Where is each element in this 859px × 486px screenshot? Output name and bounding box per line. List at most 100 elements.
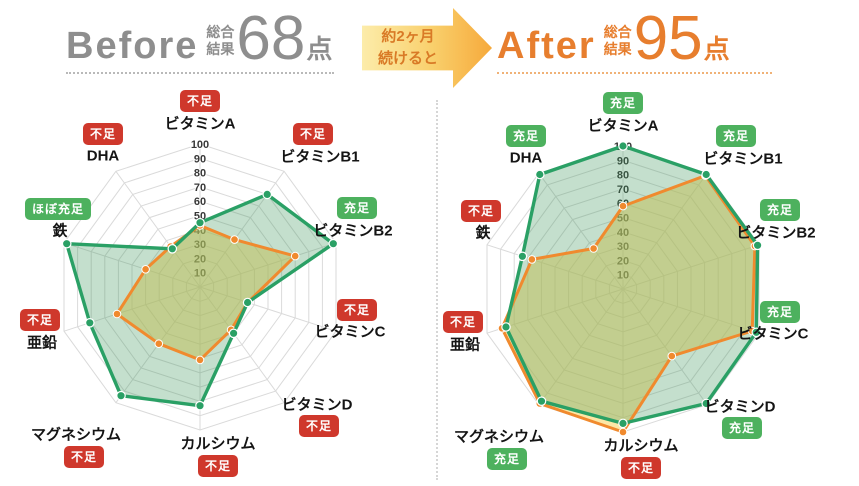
axis-label-6: カルシウム [180, 435, 256, 453]
axis-label-7: マグネシウム [453, 428, 545, 446]
orange-series-point [589, 244, 598, 253]
green-series-point [751, 327, 762, 338]
tick-label: 80 [194, 168, 206, 180]
orange-series-area [502, 175, 755, 432]
panel-divider [436, 100, 438, 480]
axis-label-2: ビタミンB1 [703, 150, 783, 168]
tick-label: 90 [617, 155, 629, 167]
axis-label-3: ビタミンB2 [313, 222, 393, 240]
orange-series-point [141, 265, 150, 274]
green-series-point [85, 318, 95, 328]
orange-series-area [117, 225, 296, 360]
tick-label: 90 [194, 153, 206, 165]
orange-series-point [112, 309, 122, 319]
green-series-point [116, 390, 126, 401]
radar-svg: 102030405060708090100 [61, 138, 339, 431]
tick-label: 70 [617, 184, 629, 196]
transition-arrow: 約2ヶ月 続けると [362, 8, 492, 88]
status-badge-1: 充足 [602, 92, 644, 114]
tick-label: 80 [617, 170, 629, 182]
status-badge-10: 不足 [82, 123, 124, 145]
after-score-prefix: 総合 結果 [604, 24, 632, 59]
status-badge-6: 不足 [620, 457, 662, 479]
green-series-point [618, 418, 628, 429]
green-series-point [701, 169, 711, 180]
status-badge-7: 充足 [486, 448, 528, 470]
after-score-prefix-line2: 結果 [603, 41, 632, 58]
transition-arrow-line2: 続けると [377, 50, 438, 67]
green-series-point [328, 238, 339, 249]
status-badge-1: 不足 [179, 90, 221, 112]
orange-series-point [667, 351, 677, 361]
axis-label-4: ビタミンC [737, 325, 809, 343]
axis-label-1: ビタミンA [164, 115, 236, 133]
green-series-point [61, 238, 72, 249]
status-badge-9: 不足 [460, 200, 502, 222]
after-score-unit: 点 [703, 33, 730, 64]
axis-label-9: 鉄 [52, 222, 68, 240]
green-series-point [167, 244, 178, 254]
status-badge-3: 充足 [336, 197, 378, 219]
before-radar-chart: 102030405060708090100ビタミンA不足ビタミンB1不足ビタミン… [10, 90, 440, 486]
status-badge-8: 不足 [19, 309, 61, 331]
orange-series-point [154, 339, 164, 348]
status-badge-10: 充足 [505, 125, 547, 147]
status-badge-9: ほぼ充足 [24, 198, 92, 220]
axis-label-7: マグネシウム [30, 426, 122, 444]
axis-label-5: ビタミンD [281, 396, 353, 414]
axis-label-3: ビタミンB2 [736, 224, 816, 242]
tick-label: 70 [194, 182, 206, 194]
transition-arrow-text: 約2ヶ月 続けると [362, 26, 454, 71]
after-score: 95 [633, 4, 703, 73]
green-series-point [701, 398, 711, 409]
axis-label-8: 亜鉛 [26, 334, 58, 352]
status-badge-6: 不足 [197, 455, 239, 477]
green-series-point [501, 322, 511, 332]
green-series-point [536, 396, 547, 406]
axis-label-9: 鉄 [475, 224, 491, 242]
green-series-point [618, 141, 628, 151]
green-series-point [242, 297, 253, 308]
after-radar-chart: 102030405060708090100ビタミンA充足ビタミンB1充足ビタミン… [433, 92, 859, 486]
axis-label-10: DHA [86, 147, 120, 165]
green-series-point [535, 169, 545, 180]
tick-label: 60 [194, 196, 206, 208]
orange-series-point [618, 427, 628, 437]
status-badge-4: 充足 [759, 301, 801, 323]
status-badge-3: 充足 [759, 199, 801, 221]
after-title: After [497, 24, 596, 67]
orange-series-point [195, 355, 205, 365]
green-series-area [506, 146, 758, 424]
transition-arrow-line1: 約2ヶ月 [381, 27, 435, 45]
status-badge-7: 不足 [63, 446, 105, 468]
status-badge-4: 不足 [336, 299, 378, 321]
orange-series-point [290, 251, 300, 261]
before-score-prefix-line1: 総合 [206, 23, 235, 40]
axis-label-5: ビタミンD [704, 398, 776, 416]
after-title-block: After 総合 結果 95 点 [497, 4, 772, 74]
axis-label-1: ビタミンA [587, 117, 659, 135]
before-title: Before [66, 24, 199, 67]
before-title-block: Before 総合 結果 68 点 [66, 4, 334, 74]
axis-label-6: カルシウム [603, 437, 679, 455]
before-score-unit: 点 [306, 33, 333, 64]
orange-series-point [230, 235, 239, 244]
before-score: 68 [236, 4, 306, 73]
before-score-prefix: 総合 結果 [206, 24, 234, 59]
axis-label-4: ビタミンC [314, 323, 386, 341]
status-badge-5: 充足 [721, 417, 763, 439]
before-score-prefix-line2: 結果 [206, 41, 235, 58]
green-series-point [752, 240, 763, 251]
axis-label-8: 亜鉛 [449, 336, 481, 354]
status-badge-2: 充足 [715, 125, 757, 147]
orange-series-point [527, 255, 537, 264]
orange-series-point [618, 201, 628, 211]
axis-label-10: DHA [509, 149, 543, 167]
radar-svg: 102030405060708090100 [486, 140, 763, 437]
status-badge-8: 不足 [442, 311, 484, 333]
axis-label-2: ビタミンB1 [280, 148, 360, 166]
tick-label: 100 [191, 139, 209, 151]
green-series-point [517, 251, 528, 262]
green-series-point [228, 328, 239, 339]
